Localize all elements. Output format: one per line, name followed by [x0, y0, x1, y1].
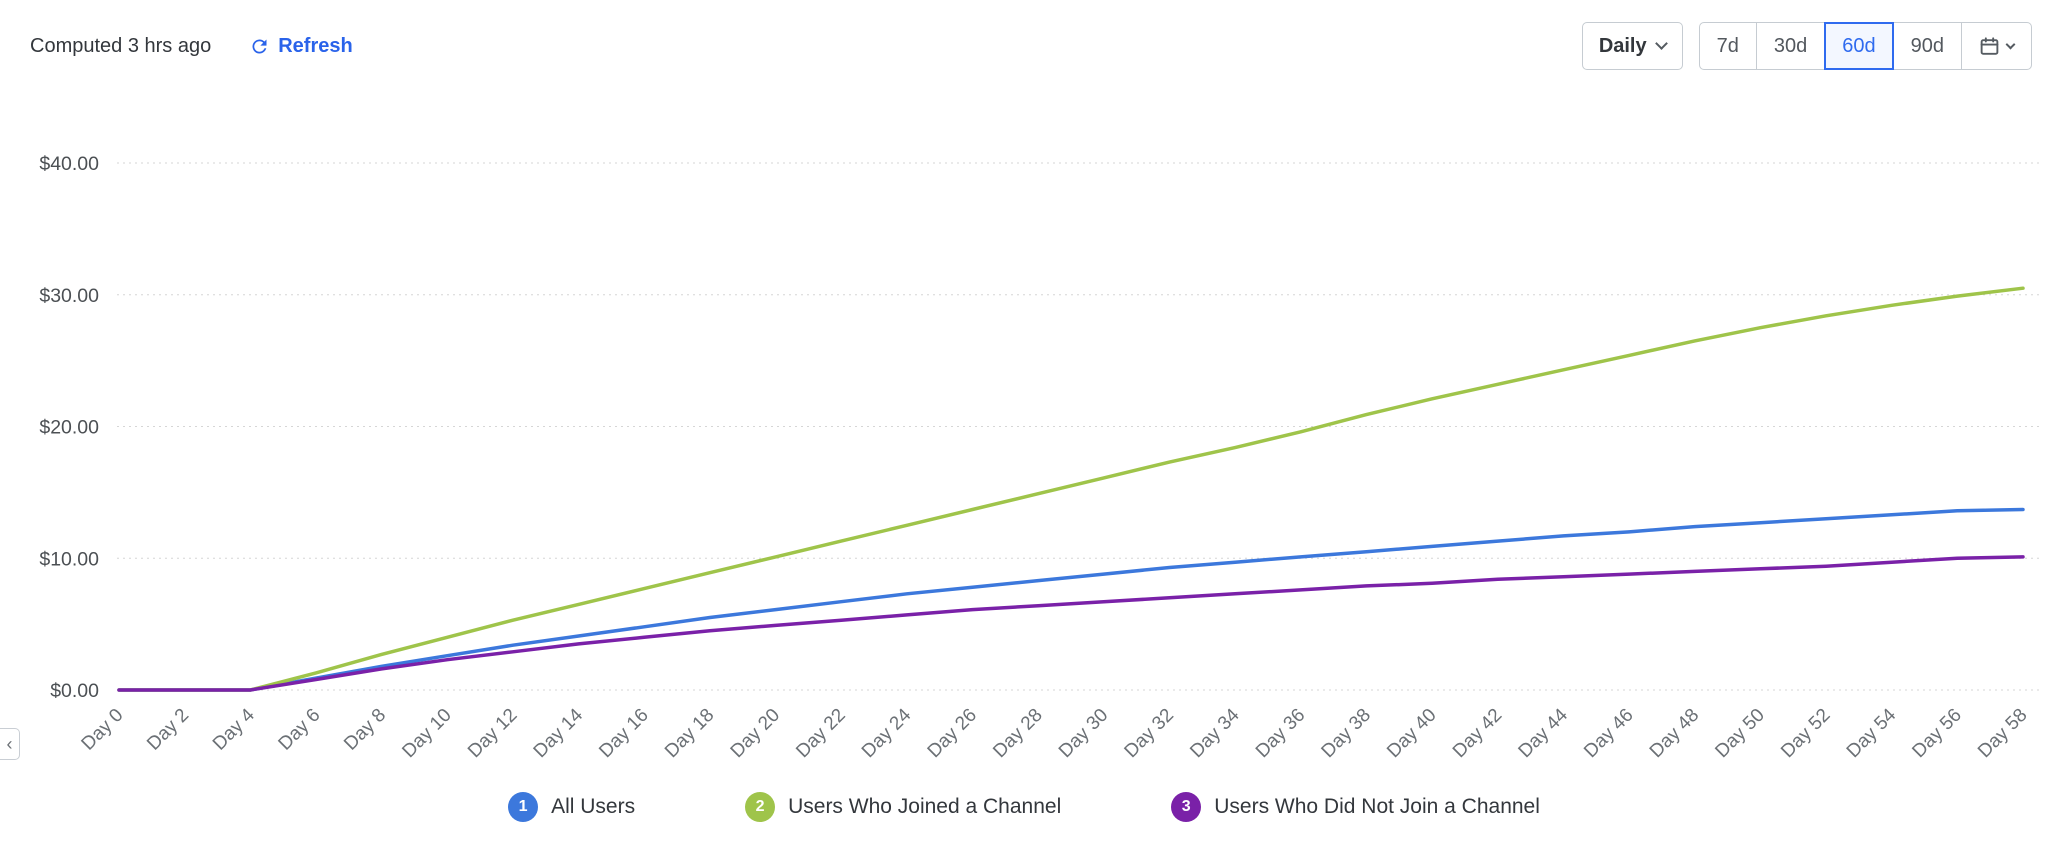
range-button-30d[interactable]: 30d — [1755, 22, 1826, 70]
series-3-badge: 3 — [1171, 792, 1202, 822]
y-axis-tick-label: $20.00 — [39, 417, 99, 439]
x-axis-tick-label: Day 40 — [1383, 705, 1440, 762]
x-axis-tick-label: Day 48 — [1646, 705, 1703, 762]
series-line-1 — [117, 507, 2025, 692]
legend-item-joined-channel[interactable]: 2 Users Who Joined a Channel — [745, 792, 1061, 822]
x-axis-tick-label: Day 32 — [1121, 705, 1178, 762]
chevron-down-icon — [2005, 39, 2016, 50]
collapse-left-icon: ‹ — [6, 734, 13, 754]
x-axis-tick-label: Day 46 — [1580, 705, 1637, 762]
x-axis-tick-label: Day 38 — [1318, 705, 1375, 762]
series-2-badge: 2 — [745, 792, 776, 822]
y-axis-tick-label: $30.00 — [39, 285, 99, 307]
x-axis-tick-label: Day 4 — [209, 704, 259, 754]
x-axis-tick-label: Day 52 — [1777, 705, 1834, 762]
range-button-60d[interactable]: 60d — [1824, 22, 1894, 70]
x-axis-tick-label: Day 8 — [340, 705, 390, 755]
ltv-line-chart[interactable]: $0.00 $10.00 $20.00 $30.00 $40.00 Day 0 Day 2 D… — [0, 95, 2048, 795]
x-axis-tick-label: Day 54 — [1843, 704, 1901, 762]
x-axis-tick-label: Day 10 — [398, 705, 455, 762]
series-1-badge: 1 — [508, 792, 539, 822]
refresh-icon — [252, 39, 267, 53]
calendar-icon — [1980, 36, 1999, 55]
x-axis-tick-label: Day 34 — [1186, 704, 1244, 762]
x-axis-tick-label: Day 24 — [858, 704, 916, 762]
series-line-2 — [117, 286, 2025, 692]
chart-legend: 1 All Users 2 Users Who Joined a Channel… — [0, 792, 2048, 822]
x-axis-tick-label: Day 2 — [143, 705, 193, 755]
x-axis-tick-label: Day 20 — [727, 705, 784, 762]
date-range-group: 7d 30d 60d 90d — [1698, 22, 2032, 70]
x-axis-tick-label: Day 58 — [1974, 705, 2031, 762]
computed-timestamp: Computed 3 hrs ago — [30, 34, 212, 57]
series-2-label: Users Who Joined a Channel — [788, 795, 1062, 818]
x-axis-tick-label: Day 22 — [792, 705, 849, 762]
x-axis-tick-label: Day 16 — [595, 705, 652, 762]
x-axis-tick-label: Day 18 — [661, 705, 718, 762]
interval-dropdown[interactable]: Daily — [1581, 22, 1683, 70]
x-axis-tick-label: Day 26 — [924, 705, 981, 762]
x-axis-tick-label: Day 36 — [1252, 705, 1309, 762]
refresh-button[interactable]: Refresh — [249, 34, 353, 58]
collapse-panel-button[interactable]: ‹ — [0, 728, 20, 760]
x-axis-tick-label: Day 6 — [275, 705, 325, 755]
x-axis-tick-label: Day 14 — [530, 704, 588, 762]
x-axis-tick-label: Day 30 — [1055, 705, 1112, 762]
series-line-3 — [117, 555, 2025, 692]
legend-item-not-joined-channel[interactable]: 3 Users Who Did Not Join a Channel — [1171, 792, 1540, 822]
series-3-label: Users Who Did Not Join a Channel — [1214, 795, 1540, 818]
x-axis-tick-label: Day 42 — [1449, 705, 1506, 762]
x-axis-tick-label: Day 0 — [78, 705, 128, 755]
refresh-label: Refresh — [278, 34, 353, 57]
series-1-label: All Users — [551, 795, 636, 818]
range-button-90d[interactable]: 90d — [1892, 22, 1962, 70]
range-button-7d[interactable]: 7d — [1698, 22, 1757, 70]
y-axis-tick-label: $10.00 — [39, 548, 99, 570]
x-axis-tick-label: Day 56 — [1908, 705, 1965, 762]
x-axis-tick-label: Day 12 — [464, 705, 521, 762]
chevron-down-icon — [1654, 37, 1668, 50]
calendar-button[interactable] — [1961, 22, 2032, 70]
x-axis-tick-label: Day 44 — [1515, 704, 1573, 762]
interval-label: Daily — [1598, 34, 1647, 57]
y-axis-tick-label: $0.00 — [50, 680, 99, 702]
chart-toolbar: Computed 3 hrs ago Refresh Daily 7d 30d … — [0, 22, 2048, 70]
y-axis-tick-label: $40.00 — [39, 153, 99, 175]
x-axis-tick-label: Day 28 — [989, 705, 1046, 762]
x-axis-tick-label: Day 50 — [1711, 705, 1768, 762]
legend-item-all-users[interactable]: 1 All Users — [508, 792, 635, 822]
